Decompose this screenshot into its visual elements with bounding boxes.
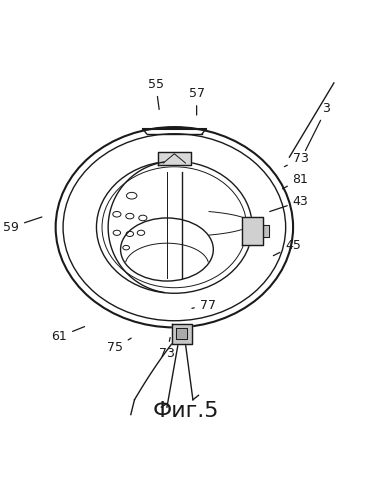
Text: 3: 3: [305, 102, 331, 151]
Text: 77: 77: [192, 298, 216, 312]
Text: 43: 43: [270, 195, 308, 212]
Polygon shape: [171, 324, 192, 344]
Polygon shape: [263, 226, 269, 237]
Text: 59: 59: [3, 217, 42, 234]
Text: 81: 81: [283, 173, 308, 189]
Polygon shape: [176, 328, 187, 339]
Text: 61: 61: [52, 326, 85, 343]
Text: 45: 45: [273, 240, 301, 255]
Polygon shape: [243, 217, 263, 245]
Text: 73: 73: [285, 152, 308, 167]
Text: 75: 75: [107, 338, 131, 354]
Text: 73: 73: [159, 337, 175, 360]
Polygon shape: [158, 152, 191, 165]
Text: 57: 57: [188, 87, 205, 115]
Text: 55: 55: [148, 78, 164, 109]
Text: Фиг.5: Фиг.5: [152, 401, 219, 421]
